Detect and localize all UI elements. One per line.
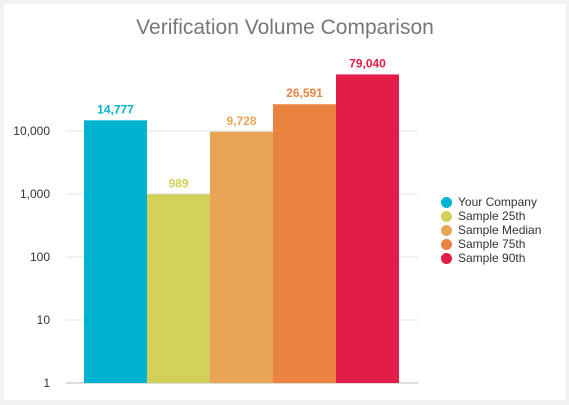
legend-item[interactable]: Sample 25th: [441, 209, 541, 223]
y-tick-label: 10: [37, 313, 51, 327]
legend-swatch: [441, 224, 452, 236]
y-tick-label: 1,000: [20, 187, 50, 201]
data-label: 9,728: [226, 114, 256, 128]
data-label: 14,777: [97, 102, 134, 116]
chart-title: Verification Volume Comparison: [136, 16, 434, 39]
legend-label: Sample 75th: [458, 237, 526, 251]
legend-label: Your Company: [458, 195, 537, 209]
legend-swatch: [441, 252, 452, 264]
bar: [147, 194, 210, 383]
legend-item[interactable]: Sample Median: [441, 223, 541, 237]
legend-label: Sample 90th: [458, 251, 526, 265]
legend-swatch: [441, 238, 452, 250]
data-label: 989: [168, 176, 188, 190]
data-label: 79,040: [349, 56, 386, 70]
legend-item[interactable]: Sample 75th: [441, 237, 541, 251]
y-tick-label: 1: [43, 376, 50, 390]
legend-label: Sample Median: [458, 223, 542, 237]
bar-chart: 1 10 100 1,000 10,000 14,777 989 9,728 26,591 79,…: [13, 56, 418, 390]
chart-legend: Your Company Sample 25th Sample Median Samp…: [441, 195, 541, 265]
data-label: 26,591: [286, 86, 323, 100]
bar: [210, 131, 273, 383]
y-tick-label: 100: [30, 250, 50, 264]
y-tick-label: 10,000: [13, 124, 50, 138]
bar: [84, 120, 147, 383]
bar: [273, 104, 336, 384]
legend-item[interactable]: Your Company: [441, 195, 541, 209]
legend-swatch: [441, 210, 452, 222]
legend-item[interactable]: Sample 90th: [441, 251, 541, 265]
legend-swatch: [441, 196, 452, 208]
bar: [336, 74, 399, 384]
chart-card: Verification Volume Comparison 1 10 100 1,0…: [4, 4, 566, 400]
legend-label: Sample 25th: [458, 209, 526, 223]
